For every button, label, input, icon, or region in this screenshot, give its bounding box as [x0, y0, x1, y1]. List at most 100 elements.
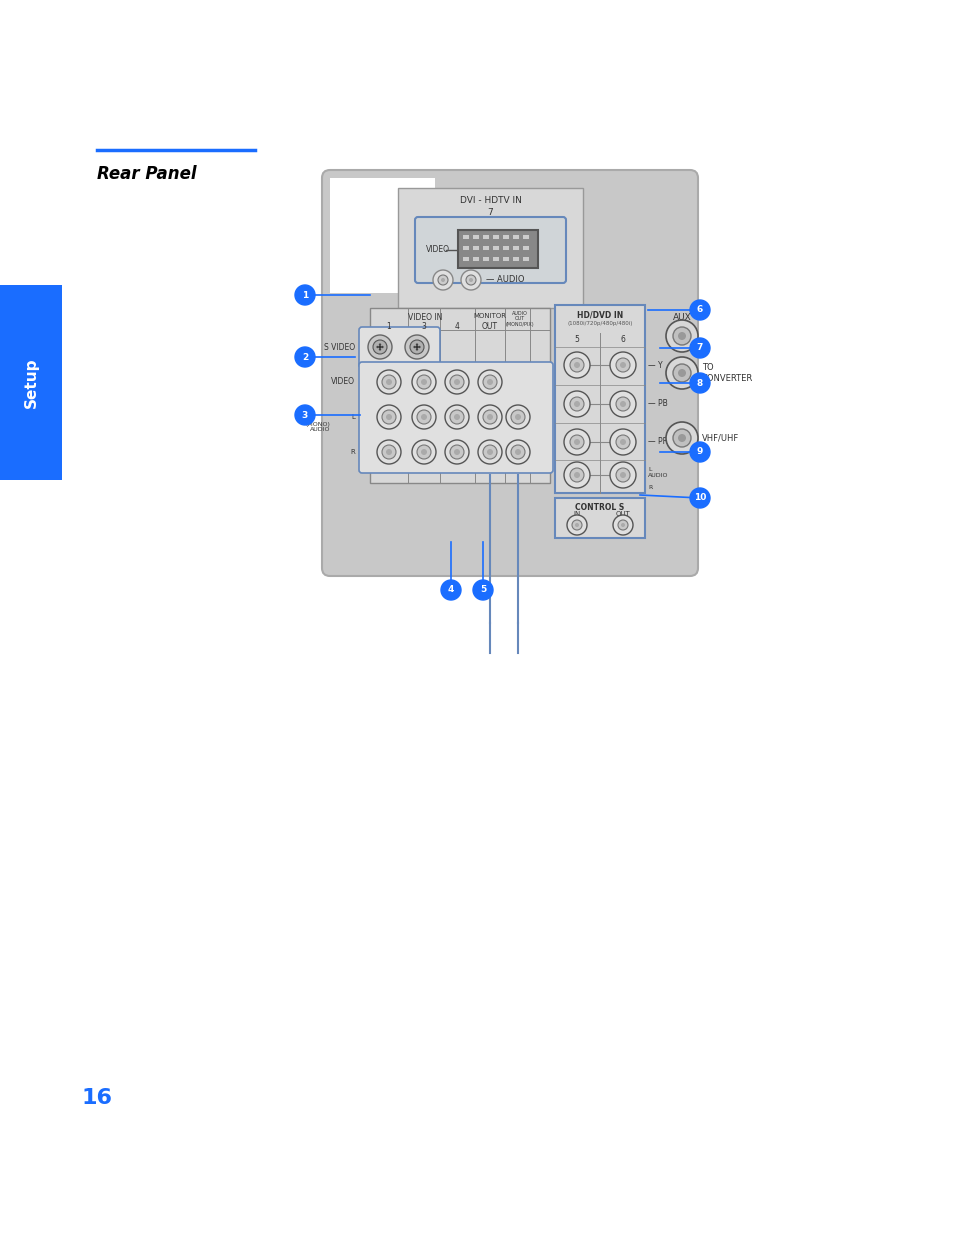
Text: 10: 10: [693, 494, 705, 503]
Text: 8: 8: [696, 378, 702, 388]
Circle shape: [420, 414, 427, 420]
Bar: [502, 235, 509, 240]
Circle shape: [569, 396, 583, 411]
Circle shape: [486, 379, 493, 385]
Circle shape: [416, 348, 417, 351]
Text: (1080i/720p/480p/480i): (1080i/720p/480p/480i): [567, 321, 632, 326]
Circle shape: [381, 445, 395, 459]
Circle shape: [574, 472, 579, 478]
Circle shape: [619, 438, 625, 445]
Bar: [513, 235, 518, 240]
Text: 1: 1: [386, 322, 391, 331]
Text: R: R: [440, 270, 445, 279]
Text: S VIDEO: S VIDEO: [323, 342, 355, 352]
Circle shape: [378, 343, 381, 346]
Circle shape: [616, 468, 629, 482]
Circle shape: [569, 435, 583, 450]
Circle shape: [413, 346, 416, 348]
Circle shape: [689, 338, 709, 358]
Circle shape: [678, 433, 685, 442]
FancyBboxPatch shape: [358, 362, 553, 473]
Circle shape: [620, 522, 624, 527]
Text: R: R: [647, 485, 652, 490]
Bar: [513, 246, 518, 249]
Circle shape: [511, 445, 524, 459]
Circle shape: [486, 450, 493, 454]
Text: 6: 6: [619, 335, 625, 345]
Circle shape: [417, 346, 420, 348]
Circle shape: [381, 346, 383, 348]
Circle shape: [482, 375, 497, 389]
Circle shape: [486, 414, 493, 420]
Circle shape: [469, 278, 473, 282]
Circle shape: [665, 422, 698, 454]
Bar: [473, 257, 478, 261]
Circle shape: [511, 410, 524, 424]
Circle shape: [412, 405, 436, 429]
Circle shape: [381, 375, 395, 389]
Circle shape: [574, 438, 579, 445]
Circle shape: [420, 379, 427, 385]
Text: 3: 3: [421, 322, 426, 331]
Circle shape: [572, 520, 581, 530]
Circle shape: [569, 468, 583, 482]
Circle shape: [563, 429, 589, 454]
Circle shape: [376, 440, 400, 464]
Circle shape: [574, 362, 579, 368]
Bar: [493, 235, 498, 240]
FancyBboxPatch shape: [330, 178, 435, 293]
Circle shape: [672, 327, 690, 345]
Text: Setup: Setup: [24, 358, 38, 409]
Text: L: L: [351, 414, 355, 420]
Bar: [522, 246, 529, 249]
Circle shape: [416, 445, 431, 459]
Circle shape: [482, 410, 497, 424]
Text: (MONO)
AUDIO: (MONO) AUDIO: [305, 421, 330, 432]
Circle shape: [416, 343, 417, 346]
Text: OUT: OUT: [481, 322, 497, 331]
Circle shape: [405, 335, 429, 359]
Circle shape: [619, 401, 625, 408]
Circle shape: [665, 320, 698, 352]
Text: VIDEO: VIDEO: [426, 246, 450, 254]
Circle shape: [678, 369, 685, 377]
Circle shape: [613, 515, 633, 535]
Text: L: L: [468, 270, 473, 279]
Text: 4: 4: [447, 585, 454, 594]
Bar: [473, 246, 478, 249]
Circle shape: [473, 580, 493, 600]
Circle shape: [515, 414, 520, 420]
Bar: [462, 246, 469, 249]
Circle shape: [444, 405, 469, 429]
Text: 5: 5: [574, 335, 578, 345]
Circle shape: [563, 352, 589, 378]
Circle shape: [444, 440, 469, 464]
Bar: [482, 246, 489, 249]
FancyBboxPatch shape: [322, 170, 698, 576]
Circle shape: [689, 442, 709, 462]
Circle shape: [368, 335, 392, 359]
FancyBboxPatch shape: [358, 327, 439, 368]
Bar: [462, 257, 469, 261]
Bar: [482, 257, 489, 261]
Text: 6: 6: [696, 305, 702, 315]
Circle shape: [450, 375, 463, 389]
Circle shape: [575, 522, 578, 527]
Text: 3: 3: [301, 410, 308, 420]
Text: L
AUDIO: L AUDIO: [647, 467, 668, 478]
Circle shape: [294, 285, 314, 305]
Bar: [457, 230, 537, 268]
Circle shape: [416, 346, 418, 348]
Circle shape: [477, 405, 501, 429]
Text: OUT: OUT: [615, 511, 630, 517]
Text: TO
CONVERTER: TO CONVERTER: [701, 363, 753, 383]
Circle shape: [672, 429, 690, 447]
Circle shape: [574, 401, 579, 408]
Circle shape: [505, 405, 530, 429]
Circle shape: [482, 445, 497, 459]
Text: DVI - HDTV IN: DVI - HDTV IN: [459, 196, 521, 205]
Circle shape: [689, 373, 709, 393]
Bar: [502, 246, 509, 249]
Circle shape: [563, 391, 589, 417]
Circle shape: [378, 348, 381, 351]
